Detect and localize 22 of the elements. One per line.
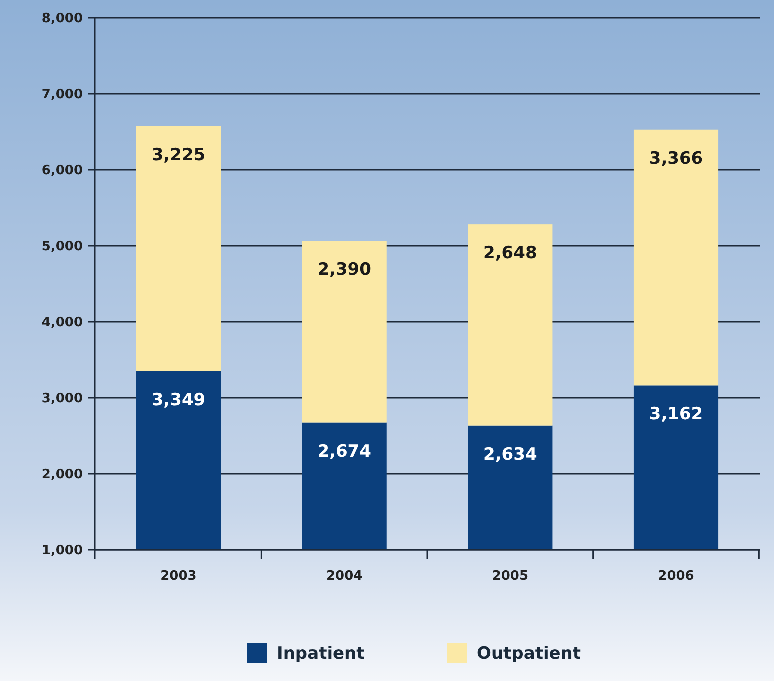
y-tick-label: 2,000 xyxy=(42,468,83,483)
data-label: 3,366 xyxy=(649,148,704,169)
y-tick-label: 4,000 xyxy=(42,316,83,331)
legend-label: Outpatient xyxy=(477,644,582,664)
data-label: 2,634 xyxy=(484,444,538,465)
data-label: 2,390 xyxy=(318,260,372,280)
y-tick-label: 8,000 xyxy=(42,12,83,27)
y-tick-label: 6,000 xyxy=(42,164,83,179)
y-tick-label: 1,000 xyxy=(42,544,83,559)
data-label: 3,225 xyxy=(152,145,206,166)
x-tick-label: 2003 xyxy=(160,569,197,584)
data-label: 3,349 xyxy=(152,390,206,410)
data-label: 2,674 xyxy=(318,442,372,462)
x-tick-label: 2005 xyxy=(492,569,529,584)
x-tick-label: 2006 xyxy=(658,569,694,584)
data-label: 3,162 xyxy=(649,404,704,425)
y-tick-label: 3,000 xyxy=(42,392,83,407)
legend-label: Inpatient xyxy=(277,644,365,664)
x-tick-label: 2004 xyxy=(326,569,363,584)
data-label: 2,648 xyxy=(484,244,538,264)
y-tick-label: 5,000 xyxy=(42,240,83,255)
y-tick-label: 7,000 xyxy=(42,88,83,103)
